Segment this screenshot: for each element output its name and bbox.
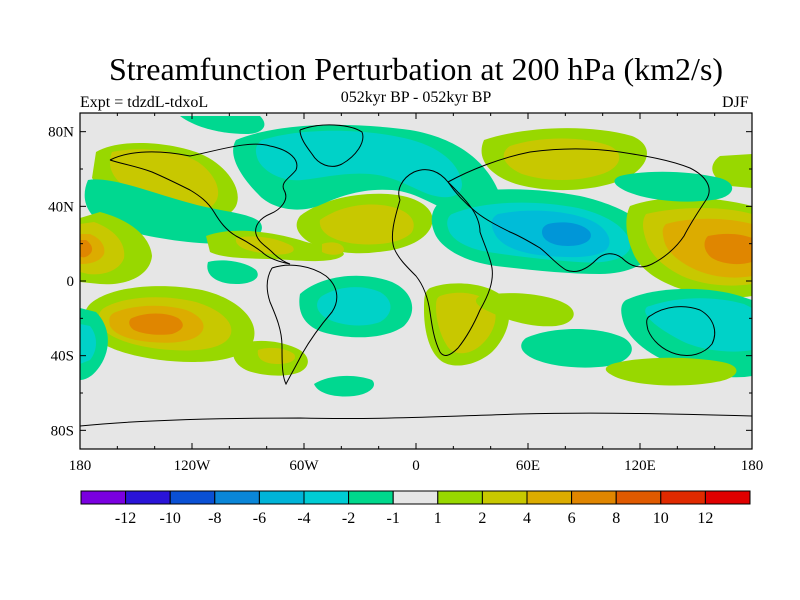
colorbar-label: -8 [208,510,221,527]
colorbar-box [571,490,617,505]
colorbar-box [615,490,662,505]
colorbar-box [437,490,483,505]
colorbar-label: -1 [387,510,400,527]
colorbar-label: -2 [342,510,355,527]
map-axes: 180 120W 60W 0 60E 120E 180 80N 40N 0 40S 80S [48,113,763,474]
colorbar-label: 10 [653,510,669,527]
contour-fill-sindian-neg [521,329,632,368]
colorbar-box [526,490,573,505]
y-tick-label: 40N [48,199,74,215]
contour-fill-satl-neg2 [317,287,391,326]
y-tick-label: 0 [67,274,75,290]
coastline-south-america [266,264,338,386]
contour-fill-aus-neg2 [645,298,752,352]
colorbar-box [258,490,305,505]
colorbar-label: 4 [523,510,531,527]
contour-fills [80,116,752,397]
coastline-antarctica [80,412,752,427]
colorbar-label: 8 [612,510,620,527]
x-tick-label: 60W [289,458,319,474]
colorbar-box [169,490,216,505]
colorbar-label: 2 [478,510,486,527]
y-tick-label: 80N [48,125,74,141]
colorbar-label: -4 [297,510,310,527]
colorbar-box [348,490,394,505]
contour-fill-etp-neg [207,260,258,284]
season-label: DJF [722,94,749,111]
colorbar-box [125,490,171,505]
colorbar-box [481,490,528,505]
colorbar-label: -10 [160,510,181,527]
coastline-asia [447,148,710,273]
colorbar-box [704,490,751,505]
colorbar-label: 6 [568,510,576,527]
colorbar-box [80,490,127,505]
contour-fill-samerica-pos2 [257,347,296,364]
period-label: 052kyr BP - 052kyr BP [340,89,492,106]
contour-fill-southern-pos [605,357,737,386]
contour-fill-indian-pos [475,293,574,327]
contour-fill-sepac-neg2 [80,324,96,364]
coastlines [80,124,752,427]
plot-title: Streamfunction Perturbation at 200 hPa (… [108,51,724,87]
coastline-greenland [299,124,364,167]
colorbar-label: 1 [434,510,442,527]
colorbar-label: -6 [253,510,266,527]
colorbar-box [660,490,706,505]
coastline-north-america [109,143,298,265]
contour-fill-satl-neg3 [314,375,374,397]
x-tick-label: 60E [516,458,540,474]
contour-fill-arctic-neg [180,116,265,134]
x-tick-label: 120E [624,458,656,474]
contour-fill-arctic-pos [614,171,733,202]
contour-fill-npacific-pos2 [109,149,219,210]
coastline-australia [646,306,716,357]
colorbar-box [214,490,260,505]
colorbar-box [303,490,350,505]
x-tick-label: 180 [69,458,92,474]
x-tick-label: 180 [741,458,764,474]
x-tick-label: 0 [412,458,420,474]
contour-fill-casia-neg4 [542,222,591,246]
contour-fill-ne-atlantic-pos [322,242,344,255]
contour-fill-spac-pos4 [129,313,183,335]
colorbar-box [392,490,439,505]
colorbar-label: -12 [115,510,136,527]
contour-fill-hawaii-pos4 [80,240,93,258]
y-tick-label: 80S [51,423,74,439]
contour-fill-atlantic-pos2 [319,204,414,245]
experiment-label: Expt = tdzdL-tdxoL [80,94,209,111]
colorbar-label: 12 [697,510,713,527]
x-tick-label: 120W [174,458,212,474]
y-tick-label: 40S [51,349,74,365]
contour-fill-wpac-pos4 [704,233,752,265]
